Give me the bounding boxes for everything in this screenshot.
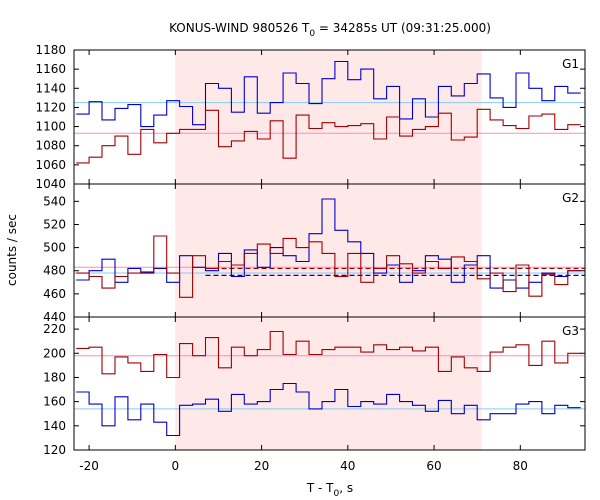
series-step-blue bbox=[76, 60, 581, 128]
x-tick-label: 40 bbox=[340, 459, 355, 473]
y-axis-title: counts / sec bbox=[5, 214, 19, 286]
panel-frame bbox=[73, 316, 586, 451]
panels-group: 1040 1060 1080 1100 1120 1140 1160 1180 G1 440 460… bbox=[35, 43, 586, 473]
panel-plot-area bbox=[74, 60, 585, 164]
x-tick-label: 0 bbox=[172, 459, 180, 473]
y-tick-label: 1080 bbox=[35, 139, 66, 153]
y-tick-label: 540 bbox=[43, 194, 66, 208]
y-tick-label: 440 bbox=[43, 310, 66, 324]
chart-title-suffix: = 34285s UT (09:31:25.000) bbox=[315, 21, 491, 35]
y-tick-label: 1060 bbox=[35, 158, 66, 172]
highlight-band bbox=[175, 317, 482, 450]
series-step-red bbox=[76, 235, 581, 298]
y-tick-label: 1180 bbox=[35, 43, 66, 57]
panel-plot-area bbox=[74, 198, 585, 298]
x-tick-label: 60 bbox=[426, 459, 441, 473]
x-tick-label: 20 bbox=[254, 459, 269, 473]
x-axis-title: T - T0, s bbox=[306, 481, 353, 499]
y-tick-label: 500 bbox=[43, 241, 66, 255]
x-axis-title-subscript: 0 bbox=[334, 489, 340, 499]
y-tick-label: 1040 bbox=[35, 177, 66, 191]
panel-label: G1 bbox=[562, 57, 579, 71]
x-tick-label: -20 bbox=[79, 459, 99, 473]
y-tick-label: 200 bbox=[43, 346, 66, 360]
x-axis-title-prefix: T - T bbox=[306, 481, 334, 495]
highlight-band bbox=[175, 184, 482, 317]
panel-g2: 440 460 480 500 520 540 G2 bbox=[43, 183, 586, 324]
y-tick-label: 140 bbox=[43, 419, 66, 433]
y-tick-label: 1120 bbox=[35, 100, 66, 114]
panel-label: G2 bbox=[562, 191, 579, 205]
panel-label: G3 bbox=[562, 324, 579, 338]
chart-title: KONUS-WIND 980526 T0 = 34285s UT (09:31:… bbox=[169, 21, 491, 39]
y-tick-label: 120 bbox=[43, 443, 66, 457]
x-tick-label: 80 bbox=[513, 459, 528, 473]
series-step-red bbox=[76, 108, 581, 164]
y-tick-label: 1100 bbox=[35, 120, 66, 134]
panel-g3: 120 140 160 180 200 220 G3 bbox=[43, 316, 586, 457]
series-step-blue bbox=[76, 382, 581, 437]
series-step-red bbox=[76, 330, 581, 379]
y-tick-label: 220 bbox=[43, 322, 66, 336]
series-step-blue bbox=[76, 198, 581, 289]
panel-plot-area bbox=[74, 330, 585, 437]
y-tick-label: 180 bbox=[43, 370, 66, 384]
y-tick-label: 460 bbox=[43, 287, 66, 301]
y-tick-label: 1140 bbox=[35, 81, 66, 95]
chart-title-subscript: 0 bbox=[309, 29, 315, 39]
chart-title-prefix: KONUS-WIND 980526 T bbox=[169, 21, 310, 35]
y-tick-label: 480 bbox=[43, 264, 66, 278]
y-tick-label: 160 bbox=[43, 395, 66, 409]
panel-g1: 1040 1060 1080 1100 1120 1140 1160 1180 G1 bbox=[35, 43, 586, 191]
y-tick-label: 1160 bbox=[35, 62, 66, 76]
x-axis-title-suffix: , s bbox=[339, 481, 353, 495]
y-tick-label: 520 bbox=[43, 217, 66, 231]
